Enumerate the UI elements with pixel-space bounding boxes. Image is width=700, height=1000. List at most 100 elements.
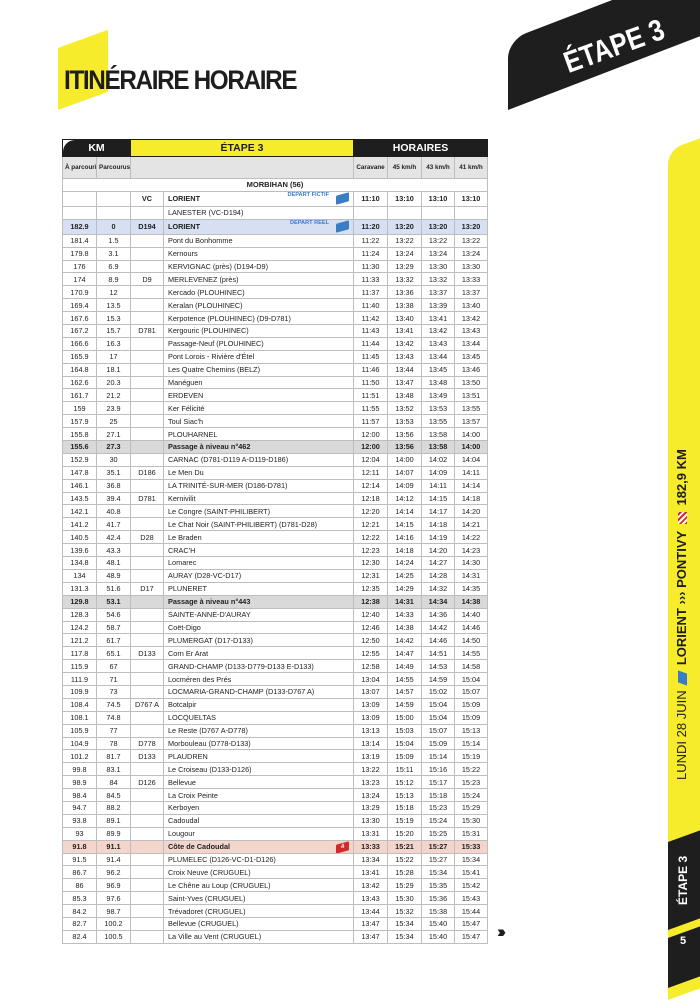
time-45: 14:24 — [387, 556, 423, 570]
time-43: 13:37 — [421, 285, 456, 300]
time-41: 13:45 — [454, 349, 489, 364]
time-caravan: 11:51 — [353, 388, 389, 403]
time-43: 14:17 — [421, 504, 456, 519]
time-41: 15:44 — [454, 904, 489, 918]
time-45: 15:09 — [387, 749, 423, 764]
table-row: 179.8 3.1 Kernours 11:24 13:24 13:24 13:24 — [62, 246, 489, 261]
col-remaining: À parcourir — [62, 156, 97, 179]
time-caravan: 11:22 — [353, 233, 389, 248]
time-43: 13:10 — [421, 190, 456, 207]
time-41: 13:44 — [454, 336, 489, 351]
col-43kmh: 43 km/h — [421, 156, 456, 179]
km-remaining: 162.6 — [62, 375, 97, 390]
km-remaining: 155.8 — [62, 427, 97, 442]
km-covered — [96, 190, 131, 207]
km-covered: 17 — [96, 349, 131, 364]
km-remaining: 166.6 — [62, 336, 97, 351]
next-page-arrow-icon[interactable]: ››› — [497, 922, 506, 941]
table-row: 165.9 17 Pont Lorois - Rivière d'Étel 11:45… — [62, 349, 489, 364]
km-covered: 84.5 — [96, 788, 131, 802]
time-41: 13:46 — [454, 362, 489, 377]
time-43: 15:02 — [421, 684, 456, 699]
time-43: 13:24 — [421, 246, 456, 261]
table-row: 155.6 27.3 Passage à niveau n°462 12:00 13:5… — [62, 440, 489, 454]
table-row: 134 48.9 AURAY (D28-VC-D17) 12:31 14:25 14:28… — [62, 568, 489, 583]
table-row: 182.9 0 D194 LORIENT DÉPART RÉEL 11:20 13:20 13… — [62, 218, 489, 235]
road — [130, 440, 164, 454]
km-remaining: 157.9 — [62, 414, 97, 429]
time-43: 15:36 — [421, 891, 456, 906]
time-41: 14:38 — [454, 594, 489, 609]
time-45: 15:21 — [387, 839, 423, 854]
km-covered: 25 — [96, 414, 131, 429]
region-row: MORBIHAN (56) — [61, 178, 489, 192]
place: Le Chêne au Loup (CRUGUEL) — [162, 878, 355, 893]
time-caravan: 13:19 — [353, 749, 389, 764]
table-row: 121.2 61.7 PLUMERGAT (D17-D133) 12:50 14:42 1… — [62, 633, 489, 648]
time-caravan: 12:38 — [353, 594, 389, 609]
road: D778 — [130, 736, 164, 751]
place: Croix Neuve (CRUGUEL) — [162, 865, 355, 880]
table-row: 117.8 65.1 D133 Corn Er Arat 12:55 14:47 14:51… — [62, 646, 489, 661]
road — [130, 205, 164, 220]
table-row: 94.7 88.2 Kerboyen 13:29 15:18 15:23 15:29 — [62, 800, 489, 815]
road — [130, 607, 164, 622]
table-row: 174 8.9 D9 MERLEVENEZ (près) 11:33 13:32 13:32… — [62, 272, 489, 287]
road — [130, 298, 164, 313]
table-row: 131.3 51.6 D17 PLUNERET 12:35 14:29 14:32 14:35 — [62, 581, 489, 596]
km-covered: 83.1 — [96, 762, 131, 777]
time-45: 13:32 — [387, 272, 423, 287]
start-flag-icon — [336, 192, 350, 205]
time-41: 14:50 — [454, 633, 489, 648]
time-43: 13:41 — [421, 311, 456, 326]
time-45: 13:56 — [387, 440, 423, 454]
time-45: 15:22 — [387, 852, 423, 867]
table-row: 147.8 35.1 D186 Le Men Du 12:11 14:07 14:09 14:… — [62, 465, 489, 480]
road — [130, 633, 164, 648]
time-caravan: 12:31 — [353, 568, 389, 583]
time-43: 15:35 — [421, 878, 456, 893]
km-remaining: 159 — [62, 401, 97, 416]
time-41: 13:40 — [454, 298, 489, 313]
km-covered: 27.3 — [96, 440, 131, 454]
time-45: 14:47 — [387, 646, 423, 661]
table-row: 142.1 40.8 Le Congre (SAINT-PHILIBERT) 12:2… — [62, 504, 489, 519]
km-remaining: 105.9 — [62, 723, 97, 738]
time-43: 13:32 — [421, 272, 456, 287]
time-41: 13:57 — [454, 414, 489, 429]
place: Saint-Yves (CRUGUEL) — [162, 891, 355, 906]
time-caravan: 12:50 — [353, 633, 389, 648]
km-covered: 65.1 — [96, 646, 131, 661]
time-caravan: 11:46 — [353, 362, 389, 377]
km-covered: 39.4 — [96, 491, 131, 506]
time-43: 14:11 — [421, 478, 456, 493]
time-43: 14:20 — [421, 543, 456, 558]
place: Passage à niveau n°443 — [162, 594, 355, 609]
time-41: 14:22 — [454, 530, 489, 545]
time-45: 14:33 — [387, 607, 423, 622]
km-remaining: 86 — [62, 878, 97, 893]
km-remaining: 99.8 — [62, 762, 97, 777]
time-caravan: 11:43 — [353, 324, 389, 338]
road — [130, 916, 164, 931]
place: Kernivilit — [162, 491, 355, 506]
km-remaining: 93.8 — [62, 813, 97, 828]
time-41: 14:40 — [454, 607, 489, 622]
time-41: 15:07 — [454, 684, 489, 699]
time-45: 15:29 — [387, 878, 423, 893]
road — [130, 813, 164, 828]
road — [130, 672, 164, 686]
time-caravan: 13:34 — [353, 852, 389, 867]
table-row: 128.3 54.6 SAINTE-ANNE-D'AURAY 12:40 14:33 14… — [62, 607, 489, 622]
time-43: 15:04 — [421, 710, 456, 725]
time-41: 14:04 — [454, 452, 489, 467]
km-remaining: 98.4 — [62, 788, 97, 802]
time-41: 15:42 — [454, 878, 489, 893]
km-covered: 88.2 — [96, 800, 131, 815]
km-covered: 6.9 — [96, 259, 131, 274]
km-covered: 89.1 — [96, 813, 131, 828]
time-45: 13:29 — [387, 259, 423, 274]
place: LORIENT DÉPART RÉEL — [162, 218, 355, 235]
place: AURAY (D28-VC-D17) — [162, 568, 355, 583]
time-43: 13:45 — [421, 362, 456, 377]
